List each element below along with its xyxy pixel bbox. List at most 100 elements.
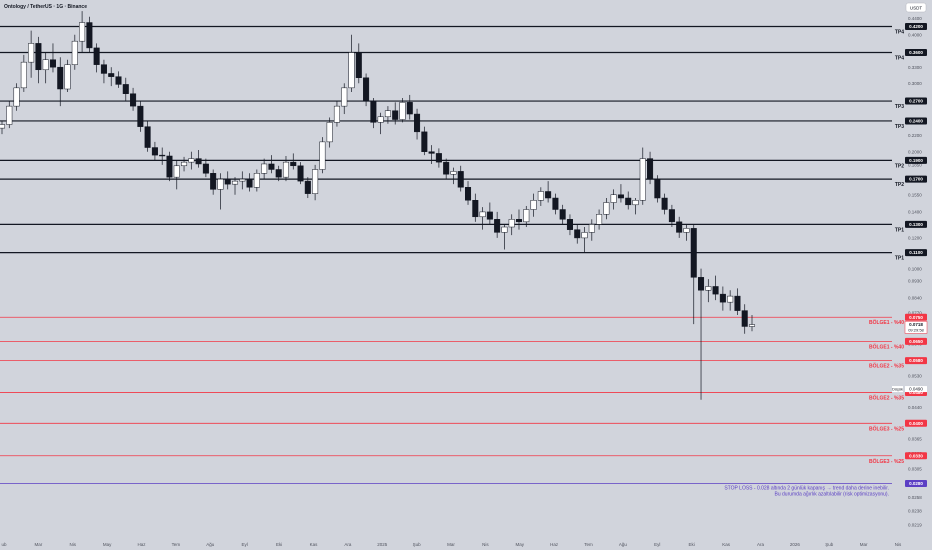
candle: [545, 181, 552, 203]
candle: [523, 205, 530, 228]
y-tick-label: 0.0770: [908, 310, 922, 315]
level-label: TP2: [895, 163, 904, 169]
candle: [574, 224, 581, 244]
candle: [465, 181, 472, 205]
candle: [479, 207, 486, 230]
x-tick-label: Nis: [482, 542, 489, 547]
y-tick-label: 0.4000: [908, 32, 922, 37]
candle: [115, 71, 122, 88]
level-label: BÖLGE3 - %25: [869, 458, 904, 465]
level-price-box: 0.0400: [905, 419, 927, 427]
candle: [421, 126, 428, 156]
level-labels: TP4 TP4 TP3 TP3 TP2 TP2 TP1 TP1 BÖLGE1 - %40 BÖLG…: [869, 30, 904, 465]
candle: [712, 275, 719, 301]
stop-loss-note-line: STOP LOSS - 0.028 altında 2 günlük kapan…: [724, 486, 889, 492]
candle: [64, 59, 71, 92]
candle: [49, 43, 56, 73]
current-price-text: 0.0718: [909, 322, 923, 327]
y-tick-label: 0.2000: [908, 149, 922, 154]
x-tick-label: May: [516, 542, 525, 547]
candle: [377, 112, 384, 135]
level-price-box: 0.1900: [905, 156, 927, 164]
candle: [341, 83, 348, 115]
level-price-text: 0.1900: [909, 158, 923, 163]
level-price-text: 0.0580: [909, 358, 923, 363]
candle: [566, 214, 573, 236]
level-label: TP3: [895, 124, 904, 130]
candle: [159, 147, 166, 165]
candle: [676, 216, 683, 238]
candle: [0, 120, 6, 135]
price-axis: 0.4400 0.4000 0.3600 0.3300 0.3000 0.2700 0.24…: [892, 16, 928, 528]
candle: [290, 153, 297, 170]
x-tick-label: Mar: [447, 542, 455, 547]
candle: [603, 198, 610, 220]
level-price-text: 0.1700: [909, 177, 923, 182]
x-tick-label: ub: [1, 542, 7, 547]
currency-button[interactable]: USDT: [905, 2, 927, 13]
x-tick-label: Kas: [722, 542, 731, 547]
x-tick-label: Tem: [172, 542, 181, 547]
level-price-text: 0.0750: [909, 315, 923, 320]
y-tick-label: 0.3300: [908, 65, 922, 70]
x-tick-label: 2026: [790, 542, 801, 547]
level-label: BÖLGE3 - %25: [869, 425, 904, 432]
candle: [348, 34, 355, 92]
candle: [151, 141, 158, 161]
candle: [188, 151, 195, 170]
level-price-text: 0.0330: [909, 453, 923, 458]
candle: [319, 137, 326, 174]
level-label: TP4: [895, 30, 904, 36]
candle: [734, 288, 741, 315]
y-tick-label: 0.1200: [908, 236, 922, 241]
level-price-box: 0.2400: [905, 117, 927, 125]
level-label: TP4: [895, 56, 904, 62]
x-tick-label: Ağu: [206, 542, 215, 547]
level-label: TP2: [895, 182, 904, 188]
candle: [741, 304, 748, 334]
level-label: BÖLGE1 - %40: [869, 319, 904, 326]
level-price-text: 0.4200: [909, 24, 923, 29]
candle: [515, 209, 523, 230]
candle: [130, 87, 137, 111]
candle: [552, 193, 559, 215]
y-tick-label: 0.1400: [908, 209, 922, 214]
candle: [384, 106, 391, 124]
level-price-box: 0.1700: [905, 175, 927, 183]
y-tick-label: 0.1000: [908, 266, 922, 271]
level-price-box: 0.3600: [905, 49, 927, 57]
x-tick-label: Kas: [310, 542, 319, 547]
candle: [282, 155, 289, 182]
y-tick-label: 0.0530: [908, 373, 922, 378]
candle: [42, 52, 49, 84]
candle: [210, 169, 217, 195]
level-price-text: 0.3600: [909, 50, 923, 55]
level-label: TP3: [895, 104, 904, 110]
level-price-box: 0.0580: [905, 357, 927, 365]
candle: [253, 169, 260, 192]
candle: [435, 148, 442, 168]
candle: [79, 11, 86, 53]
level-price-box: 0.1100: [905, 249, 927, 257]
low-price-marker: Düşük 0.0490: [892, 386, 927, 393]
candle: [13, 83, 20, 111]
y-tick-label: 0.0930: [908, 279, 922, 284]
candle: [457, 165, 464, 192]
x-tick-label: Şub: [413, 542, 422, 547]
x-tick-label: May: [103, 542, 112, 547]
x-tick-label: Ara: [757, 542, 765, 547]
candle: [202, 158, 209, 178]
level-price-text: 0.1100: [909, 250, 923, 255]
candle: [363, 73, 370, 107]
candle: [239, 171, 246, 190]
candle: [122, 77, 129, 102]
candle: [428, 145, 435, 164]
candle: [654, 175, 661, 203]
level-label: TP1: [895, 227, 904, 233]
candle: [261, 158, 268, 180]
x-tick-label: Haz: [138, 542, 147, 547]
candle: [508, 214, 515, 236]
y-tick-label: 0.0365: [908, 436, 922, 441]
